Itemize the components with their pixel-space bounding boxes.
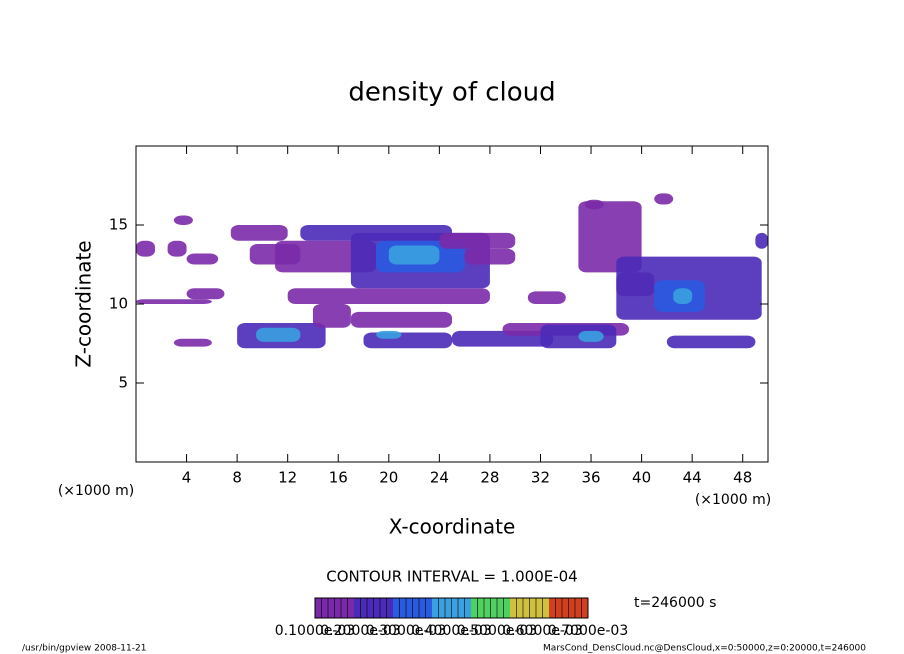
cloud-patch: [186, 288, 225, 300]
cloud-patch: [527, 291, 566, 304]
cloud-patch: [312, 304, 351, 328]
x-tick-label: 8: [232, 469, 242, 487]
x-tick-label: 48: [733, 469, 752, 487]
x-tick-label: 28: [480, 469, 499, 487]
cloud-patch: [287, 288, 490, 304]
cloud-patch: [256, 327, 301, 342]
cloud-patch: [439, 232, 516, 249]
cloud-patch: [173, 338, 212, 347]
cloud-patch: [230, 225, 288, 241]
x-tick-label: 44: [683, 469, 702, 487]
x-tick-label: 24: [430, 469, 449, 487]
cloud-patch: [755, 232, 768, 249]
x-tick-label: 20: [379, 469, 398, 487]
cloud-patch: [388, 245, 440, 265]
colorbar-label: 0.6000e-03: [502, 623, 582, 639]
time-label: t=246000 s: [634, 595, 716, 611]
x-unit-right: (×1000 m): [695, 492, 771, 508]
cloud-patch: [654, 193, 674, 205]
cloud-patch: [350, 311, 452, 328]
x-unit-left: (×1000 m): [58, 483, 134, 499]
colorbar-label: 0.7000e-03: [548, 623, 628, 639]
y-axis-label: Z-coordinate: [72, 240, 96, 367]
footer-left: /usr/bin/gpview 2008-11-21: [22, 644, 146, 654]
contour-interval: CONTOUR INTERVAL = 1.000E-04: [326, 568, 577, 586]
x-tick-label: 12: [278, 469, 297, 487]
chart-title: density of cloud: [348, 78, 555, 108]
cloud-patch: [173, 215, 193, 225]
colorbar-frame: [314, 597, 589, 619]
cloud-patch: [666, 335, 756, 349]
cloud-patch: [186, 253, 219, 265]
colorbar-label: 0.5000e-03: [457, 623, 537, 639]
x-tick-label: 16: [329, 469, 348, 487]
colorbar-label: 0.1000e-03: [275, 623, 355, 639]
colorbar-label: 0.4000e-03: [411, 623, 491, 639]
cloud-patch: [578, 330, 604, 342]
cloud-patch: [464, 248, 516, 265]
footer-right: MarsCond_DensCloud.nc@DensCloud,x=0:5000…: [543, 644, 866, 654]
cloud-patch: [136, 299, 212, 304]
cloud-patch: [584, 199, 604, 210]
y-tick-label: 15: [109, 216, 128, 234]
colorbar-label: 0.2000e-03: [320, 623, 400, 639]
y-tick-label: 10: [109, 295, 128, 313]
x-axis-label: X-coordinate: [389, 515, 516, 539]
x-tick-label: 4: [182, 469, 192, 487]
x-tick-label: 36: [581, 469, 600, 487]
x-tick-label: 40: [632, 469, 651, 487]
cloud-patch: [136, 240, 155, 257]
cloud-patch: [673, 288, 693, 304]
cloud-patch: [540, 324, 617, 349]
y-tick-label: 5: [118, 374, 128, 392]
cloud-patch: [167, 240, 187, 257]
cloud-patch: [578, 201, 642, 273]
colorbar-label: 0.3000e-03: [366, 623, 446, 639]
x-tick-label: 32: [531, 469, 550, 487]
cloud-patch: [376, 330, 402, 339]
